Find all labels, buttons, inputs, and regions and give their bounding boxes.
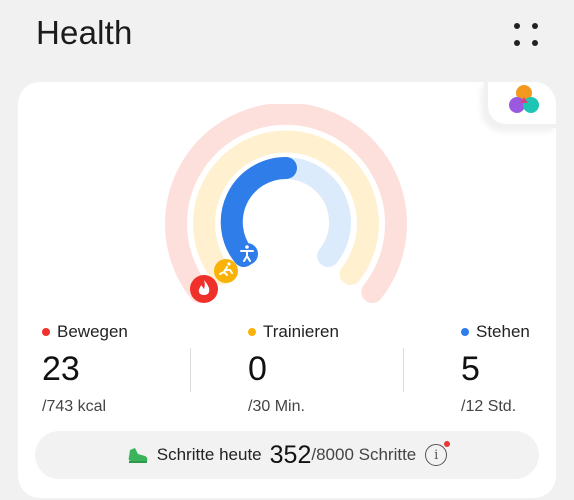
running-icon [219, 262, 233, 276]
move-goal: /743 kcal [42, 398, 107, 415]
info-icon[interactable]: i [425, 441, 451, 466]
move-label: Bewegen [57, 322, 128, 341]
stand-ring-progress [220, 156, 297, 267]
stand-label: Stehen [476, 322, 530, 341]
steps-today-bar[interactable]: Schritte heute 352 /8000 Schritte i [35, 431, 539, 479]
exercise-value: 0 [248, 350, 267, 388]
info-glyph: i [434, 447, 439, 463]
move-dot-icon [42, 328, 50, 336]
exercise-goal: /30 Min. [248, 398, 305, 415]
menu-dot-icon [514, 23, 520, 29]
page-title: Health [36, 14, 133, 51]
menu-dot-icon [532, 40, 538, 46]
stand-dot-icon [461, 328, 469, 336]
menu-dot-icon [532, 23, 538, 29]
activity-rings-logo-icon [509, 85, 539, 113]
exercise-ring-track [193, 130, 379, 285]
stat-divider [403, 348, 404, 392]
stand-goal: /12 Std. [461, 398, 517, 415]
exercise-dot-icon [248, 328, 256, 336]
steps-count: 352 [269, 440, 312, 469]
steps-label: Schritte heute [156, 445, 262, 464]
move-ring-track [165, 104, 407, 303]
stat-divider [190, 348, 191, 392]
exercise-label: Trainieren [263, 322, 339, 341]
health-card[interactable]: Bewegen 23 /743 kcal Trainieren 0 /30 Mi… [18, 82, 556, 498]
shoe-icon [128, 448, 148, 463]
steps-goal: /8000 Schritte [311, 445, 417, 464]
menu-dot-icon [514, 40, 520, 46]
flame-icon [198, 280, 210, 295]
stand-stat[interactable]: Stehen 5 /12 Std. [461, 322, 530, 416]
exercise-stat[interactable]: Trainieren 0 /30 Min. [248, 322, 339, 416]
move-value: 23 [42, 350, 80, 388]
activity-rings [165, 104, 407, 303]
more-options-button[interactable] [508, 20, 542, 50]
notification-dot-icon [444, 441, 451, 447]
activity-app-badge[interactable] [484, 82, 556, 128]
standing-person-icon [240, 245, 254, 262]
move-stat[interactable]: Bewegen 23 /743 kcal [42, 322, 128, 416]
stand-value: 5 [461, 350, 480, 388]
